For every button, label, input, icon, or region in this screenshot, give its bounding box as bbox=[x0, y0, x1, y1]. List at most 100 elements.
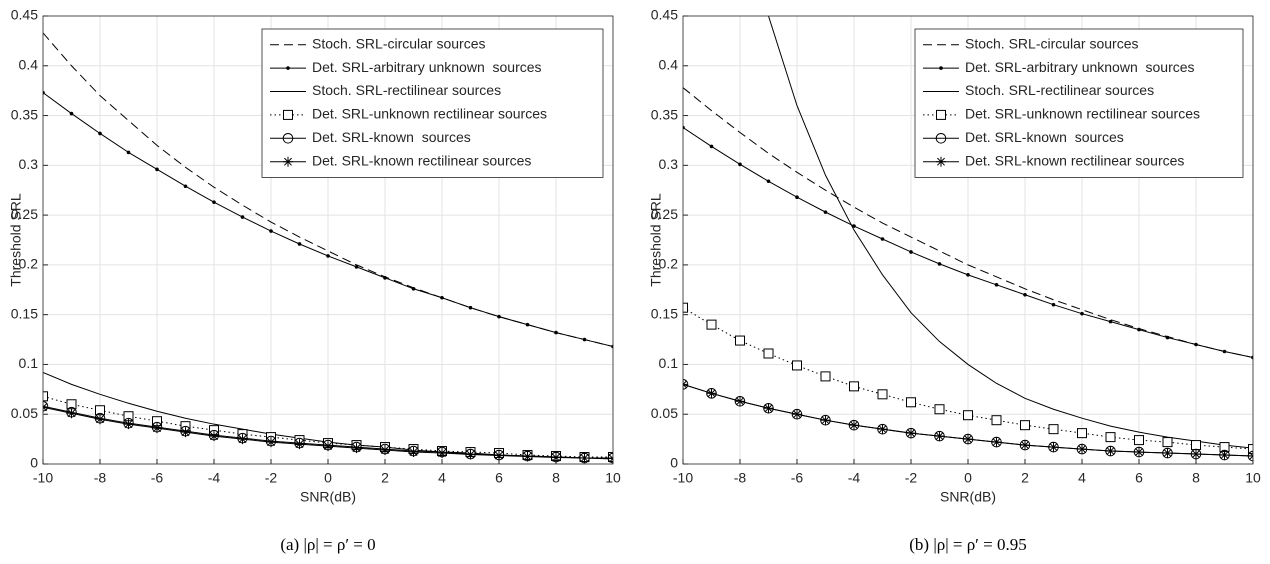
marker bbox=[936, 109, 946, 120]
marker-stroke bbox=[1220, 451, 1229, 459]
marker bbox=[283, 109, 293, 120]
series-line bbox=[683, 87, 1253, 358]
marker-stroke bbox=[295, 440, 304, 449]
marker bbox=[852, 224, 856, 228]
marker bbox=[1020, 440, 1030, 451]
y-tick-label: 0.1 bbox=[19, 355, 39, 371]
marker bbox=[994, 283, 999, 287]
marker-stroke bbox=[935, 432, 944, 441]
axes-frame bbox=[682, 15, 1254, 465]
plot bbox=[683, 16, 1253, 462]
marker bbox=[877, 424, 888, 435]
y-axis-label: Threshold SRL bbox=[648, 193, 664, 287]
x-tick-label: 6 bbox=[495, 470, 503, 486]
marker bbox=[766, 179, 771, 184]
axes-frame bbox=[42, 15, 614, 465]
y-tick-label: 0.3 bbox=[659, 156, 679, 172]
marker-stroke bbox=[1249, 452, 1253, 457]
marker bbox=[283, 156, 293, 167]
marker-stroke bbox=[1163, 449, 1172, 458]
marker bbox=[282, 133, 294, 144]
marker bbox=[735, 335, 745, 346]
marker-stroke bbox=[992, 438, 1001, 447]
legend-label: Det. SRL-arbitrary unknown sources bbox=[312, 59, 542, 75]
marker bbox=[212, 200, 216, 204]
marker-stroke bbox=[324, 442, 332, 451]
legend-label: Det. SRL-known sources bbox=[312, 129, 471, 145]
marker bbox=[380, 445, 390, 456]
legend-label: Det. SRL-arbitrary unknown sources bbox=[965, 59, 1195, 75]
legend-label: Det. SRL-unknown rectilinear sources bbox=[312, 106, 547, 122]
marker bbox=[1134, 435, 1144, 446]
marker bbox=[1023, 292, 1027, 297]
marker-stroke bbox=[352, 444, 361, 453]
marker bbox=[820, 415, 831, 426]
marker-stroke bbox=[878, 425, 887, 434]
marker-stroke bbox=[683, 380, 687, 386]
marker-stroke bbox=[1021, 441, 1029, 450]
marker bbox=[683, 302, 688, 313]
marker bbox=[763, 403, 774, 414]
marker-stroke bbox=[153, 424, 161, 433]
y-tick-label: 0.45 bbox=[11, 7, 38, 23]
plot bbox=[43, 32, 613, 464]
marker bbox=[1080, 311, 1084, 316]
marker bbox=[383, 276, 387, 280]
y-tick-label: 0.1 bbox=[659, 355, 679, 371]
y-tick-label: 0.15 bbox=[651, 305, 678, 321]
marker bbox=[966, 273, 970, 277]
marker bbox=[1165, 335, 1170, 340]
legend-label: Stoch. SRL-rectilinear sources bbox=[312, 82, 501, 98]
x-tick-label: 2 bbox=[381, 470, 389, 486]
marker bbox=[1108, 319, 1113, 324]
marker bbox=[266, 437, 276, 448]
marker bbox=[849, 420, 859, 431]
marker-stroke bbox=[1078, 445, 1086, 454]
marker bbox=[297, 242, 302, 246]
marker-stroke bbox=[43, 406, 47, 412]
legend-box bbox=[914, 28, 1244, 178]
marker bbox=[408, 447, 419, 458]
marker bbox=[823, 210, 828, 214]
marker bbox=[738, 162, 742, 167]
x-tick-label: -6 bbox=[151, 470, 164, 486]
marker bbox=[1077, 428, 1087, 439]
marker-stroke bbox=[793, 410, 801, 419]
marker bbox=[820, 371, 831, 382]
marker-stroke bbox=[907, 429, 915, 438]
marker bbox=[735, 396, 745, 407]
marker bbox=[437, 448, 447, 459]
marker-stroke bbox=[1192, 450, 1200, 458]
x-tick-label: -6 bbox=[791, 470, 804, 486]
marker-stroke bbox=[937, 157, 945, 166]
marker bbox=[286, 66, 290, 70]
marker bbox=[551, 452, 561, 463]
marker bbox=[98, 131, 102, 136]
marker-stroke bbox=[609, 454, 613, 460]
marker bbox=[934, 404, 945, 415]
marker bbox=[69, 111, 74, 116]
x-tick-label: -2 bbox=[905, 470, 918, 486]
marker bbox=[465, 449, 476, 460]
marker-stroke bbox=[96, 415, 104, 424]
marker-stroke bbox=[409, 448, 418, 457]
marker-stroke bbox=[683, 383, 687, 389]
marker bbox=[936, 156, 946, 167]
x-tick-label: 4 bbox=[1078, 470, 1086, 486]
legend: Stoch. SRL-circular sources Det. SRL-arbi… bbox=[261, 28, 604, 178]
marker-stroke bbox=[267, 438, 275, 447]
marker-stroke bbox=[181, 428, 190, 437]
marker bbox=[1137, 327, 1141, 332]
marker-stroke bbox=[238, 435, 247, 444]
marker bbox=[1251, 355, 1253, 360]
marker bbox=[494, 450, 504, 461]
y-tick-label: 0.15 bbox=[11, 305, 38, 321]
legend-label: Det. SRL-known sources bbox=[965, 129, 1124, 145]
legend-label: Stoch. SRL-rectilinear sources bbox=[965, 82, 1154, 98]
x-tick-label: -10 bbox=[33, 470, 53, 486]
x-tick-label: 8 bbox=[1192, 470, 1200, 486]
marker bbox=[709, 144, 714, 149]
marker bbox=[497, 314, 501, 319]
